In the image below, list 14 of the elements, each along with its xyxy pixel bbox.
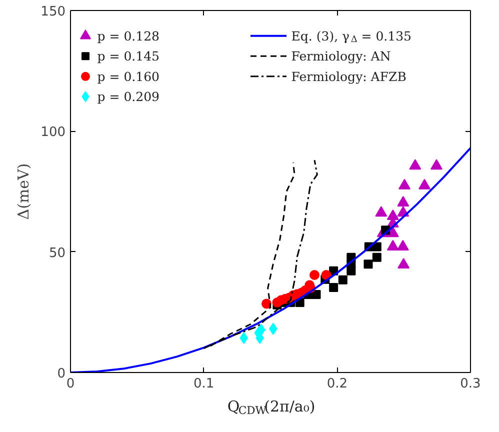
legend-label: p = 0.160 <box>97 68 160 84</box>
y-tick-label: 150 <box>40 4 66 20</box>
y-tick-label: 0 <box>57 366 66 382</box>
legend-label: Fermiology: AFZB <box>291 68 406 84</box>
x-tick-label: 0.3 <box>460 376 481 392</box>
legend-label: Fermiology: AN <box>291 48 391 64</box>
legend-label: p = 0.128 <box>97 28 160 44</box>
legend-label: p = 0.209 <box>97 89 160 104</box>
y-axis-title: Δ(meV) <box>14 163 33 220</box>
x-tick-label: 0.1 <box>193 376 214 392</box>
y-tick-label: 50 <box>48 246 66 261</box>
legend-label: p = 0.145 <box>97 48 160 64</box>
y-tick-label: 100 <box>40 125 66 140</box>
x-tick-label: 0.2 <box>326 376 348 392</box>
